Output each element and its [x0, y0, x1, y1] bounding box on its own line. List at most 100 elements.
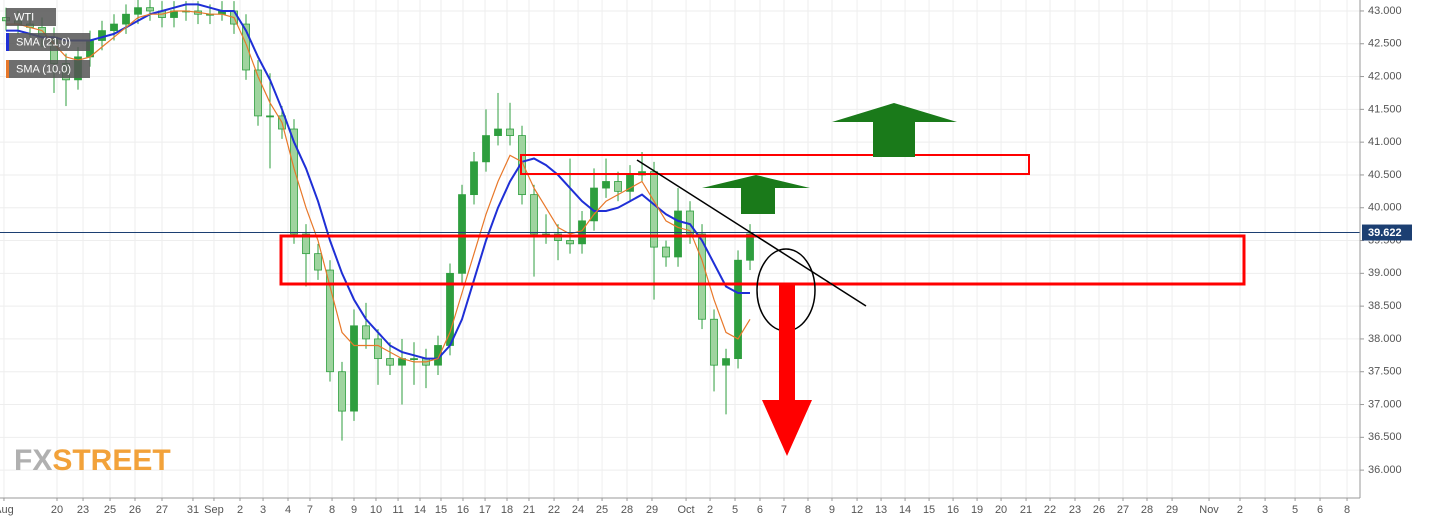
- candle-body: [290, 128, 298, 235]
- candle-body: [386, 358, 394, 366]
- candle-body: [134, 7, 142, 15]
- x-tick-label: Sep: [204, 504, 224, 516]
- x-tick-label: 3: [1262, 504, 1268, 516]
- symbol-box: [6, 8, 56, 26]
- x-tick-label: 2: [707, 504, 713, 516]
- x-tick-label: 7: [307, 504, 313, 516]
- y-tick-label: 37.500: [1368, 366, 1402, 378]
- sma-line: [6, 10, 751, 363]
- annotations: [279, 103, 1246, 456]
- legend-swatch: [6, 33, 9, 51]
- y-tick-label: 41.000: [1368, 136, 1402, 148]
- legend-label: SMA (10,0): [16, 63, 71, 75]
- x-tick-label: 5: [732, 504, 738, 516]
- candle-body: [602, 181, 610, 189]
- candle-body: [722, 358, 730, 366]
- candle-body: [710, 318, 718, 366]
- candle-body: [590, 187, 598, 222]
- last-price-box: [1362, 224, 1412, 241]
- legend-box: [6, 33, 90, 51]
- x-tick-label: Aug: [0, 504, 14, 516]
- x-tick-label: 10: [370, 504, 382, 516]
- candle-body: [482, 135, 490, 163]
- y-tick-label: 40.000: [1368, 202, 1402, 214]
- candle-body: [410, 358, 418, 361]
- candle-body: [314, 253, 322, 271]
- x-tick-label: 23: [1069, 504, 1081, 516]
- candle-body: [746, 233, 754, 261]
- x-tick-label: 22: [1044, 504, 1056, 516]
- x-tick-label: 15: [923, 504, 935, 516]
- x-tick-label: Oct: [677, 504, 694, 516]
- candle-body: [698, 233, 706, 320]
- x-tick-label: 14: [899, 504, 911, 516]
- x-tick-label: 11: [392, 504, 403, 516]
- candle-body: [566, 240, 574, 245]
- x-tick-label: 8: [805, 504, 811, 516]
- x-tick-label: 13: [875, 504, 887, 516]
- x-tick-label: 17: [479, 504, 491, 516]
- candle-body: [326, 269, 334, 373]
- candle-body: [506, 128, 514, 136]
- x-tick-label: 2: [237, 504, 243, 516]
- y-tick-label: 38.000: [1368, 333, 1402, 345]
- y-tick-label: 36.000: [1368, 464, 1402, 476]
- candle-body: [266, 115, 274, 118]
- last-price-label: 39.622: [1368, 227, 1402, 239]
- y-tick-label: 42.500: [1368, 38, 1402, 50]
- candle-body: [350, 325, 358, 412]
- candle-body: [146, 7, 154, 12]
- x-tick-label: 9: [351, 504, 357, 516]
- logo-fx: FX: [14, 444, 52, 477]
- x-tick-label: 27: [1117, 504, 1129, 516]
- y-tick-label: 37.000: [1368, 398, 1402, 410]
- candle-body: [470, 161, 478, 196]
- x-tick-label: 7: [781, 504, 787, 516]
- x-tick-label: 15: [435, 504, 447, 516]
- legend: WTI SMA (21,0) SMA (10,0): [6, 8, 90, 78]
- x-tick-label: 8: [329, 504, 335, 516]
- x-tick-label: 24: [572, 504, 584, 516]
- x-tick-label: Nov: [1199, 504, 1219, 516]
- x-tick-label: 20: [51, 504, 63, 516]
- x-tick-label: 8: [1344, 504, 1350, 516]
- y-tick-label: 36.500: [1368, 431, 1402, 443]
- logo-street: STREET: [52, 444, 170, 477]
- legend-box: [6, 60, 90, 78]
- x-tick-label: 14: [414, 504, 426, 516]
- support-zone: [279, 234, 1246, 286]
- down-arrow: [762, 285, 812, 456]
- x-tick-label: 28: [621, 504, 633, 516]
- x-tick-label: 25: [596, 504, 608, 516]
- x-tick-label: 12: [851, 504, 863, 516]
- candle-body: [110, 23, 118, 32]
- x-tick-label: 4: [285, 504, 291, 516]
- x-tick-label: 16: [947, 504, 959, 516]
- y-tick-label: 41.500: [1368, 103, 1402, 115]
- logo: FXSTREET: [14, 444, 171, 477]
- x-tick-label: 29: [1166, 504, 1178, 516]
- x-tick-label: 29: [646, 504, 658, 516]
- y-tick-label: 40.500: [1368, 169, 1402, 181]
- candle-body: [374, 338, 382, 360]
- symbol-label: WTI: [14, 11, 34, 23]
- x-tick-label: 21: [1020, 504, 1032, 516]
- sma-line: [6, 3, 750, 360]
- candle-body: [458, 194, 466, 274]
- x-tick-label: 19: [971, 504, 983, 516]
- x-tick-label: 2: [1237, 504, 1243, 516]
- x-tick-label: 22: [548, 504, 560, 516]
- candle-body: [494, 128, 502, 136]
- x-tick-label: 27: [156, 504, 168, 516]
- candle-body: [530, 194, 538, 235]
- y-tick-label: 43.000: [1368, 5, 1402, 17]
- candle-body: [338, 371, 346, 412]
- x-tick-label: 21: [523, 504, 535, 516]
- x-tick-label: 18: [501, 504, 513, 516]
- y-tick-label: 39.000: [1368, 267, 1402, 279]
- x-tick-label: 6: [757, 504, 763, 516]
- trend-line: [636, 159, 867, 307]
- x-tick-label: 9: [829, 504, 835, 516]
- up-arrow-large: [832, 103, 957, 157]
